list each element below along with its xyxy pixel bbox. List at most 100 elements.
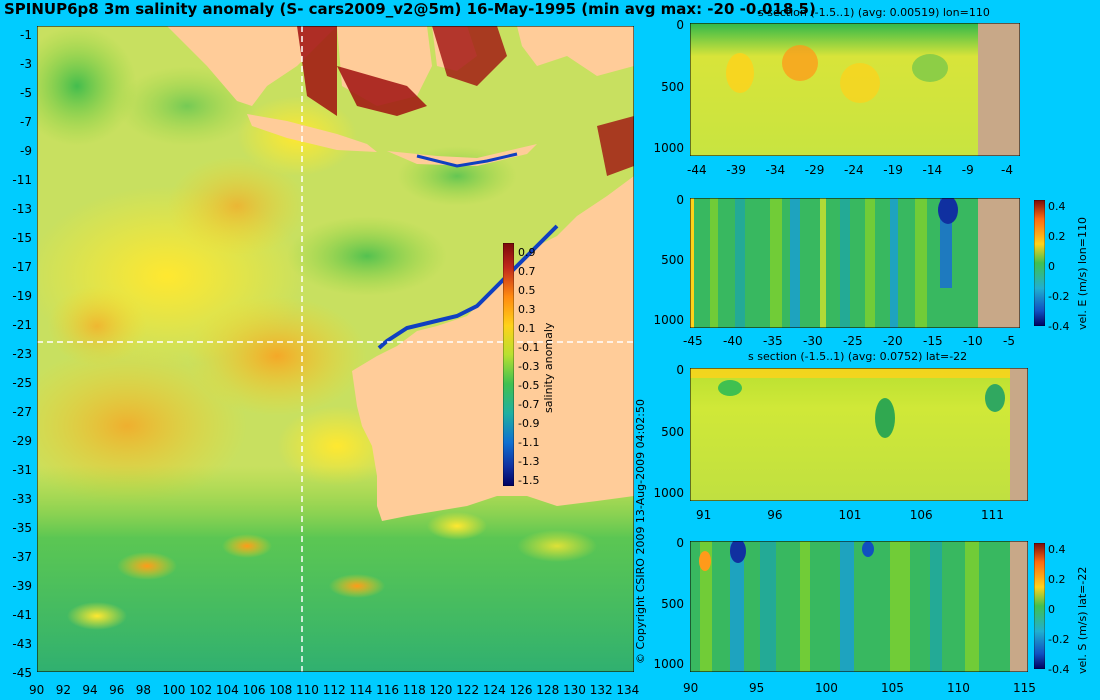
depth-tick-label: 1000 bbox=[653, 486, 684, 501]
lon-tick-label: 106 bbox=[242, 683, 266, 697]
section-x-tick-label: -30 bbox=[803, 334, 823, 348]
section-x-tick-label: 100 bbox=[815, 681, 838, 695]
new-guinea-land bbox=[517, 26, 634, 76]
colorbar-tick-label: 0.4 bbox=[1048, 543, 1066, 556]
section-x-tick-label: 101 bbox=[838, 508, 862, 522]
section-x-tick-label: -9 bbox=[961, 163, 974, 177]
colorbar-tick-label: -0.5 bbox=[518, 379, 540, 392]
java-land bbox=[247, 114, 377, 152]
coastal-anomaly-blue bbox=[377, 224, 559, 350]
section-x-tick-label: -20 bbox=[883, 334, 903, 348]
section-x-tick-label: -45 bbox=[683, 334, 703, 348]
panel2-colorbar bbox=[1034, 200, 1045, 326]
lon-tick-label: 112 bbox=[322, 683, 346, 697]
colorbar-tick-label: 0.5 bbox=[518, 284, 536, 297]
lat-tick-label: -11 bbox=[12, 173, 32, 187]
lon-tick-label: 110 bbox=[296, 683, 319, 697]
lon-tick-label: 100 bbox=[162, 683, 186, 697]
colorbar-tick-label: -0.9 bbox=[518, 417, 540, 430]
colorbar-tick-label: -0.4 bbox=[1048, 320, 1070, 333]
lon-tick-label: 120 bbox=[429, 683, 453, 697]
lon-tick-label: 130 bbox=[563, 683, 586, 697]
lon-tick-label: 98 bbox=[135, 683, 152, 697]
lon-tick-label: 132 bbox=[589, 683, 613, 697]
lon-tick-label: 118 bbox=[402, 683, 426, 697]
section-x-tick-label: 91 bbox=[696, 508, 712, 522]
colorbar-tick-label: 0 bbox=[1048, 260, 1055, 273]
colorbar-tick-label: 0.1 bbox=[518, 322, 536, 335]
lat-tick-label: -1 bbox=[20, 28, 32, 42]
lat-tick-label: -21 bbox=[12, 318, 32, 332]
depth-tick-label: 500 bbox=[661, 253, 684, 268]
lat-tick-label: -31 bbox=[12, 463, 32, 477]
lat-tick-label: -41 bbox=[12, 608, 32, 622]
lon-tick-label: 102 bbox=[189, 683, 213, 697]
section-x-tick-label: -4 bbox=[1001, 163, 1013, 177]
panel2-side-label: vel. E (m/s) lon=110 bbox=[1076, 217, 1089, 330]
section-x-tick-label: 90 bbox=[683, 681, 699, 695]
lesser-sunda-islands bbox=[387, 144, 537, 166]
section-x-tick-label: 96 bbox=[767, 508, 783, 522]
panel3-title: s section (-1.5..1) (avg: 0.0752) lat=-2… bbox=[748, 350, 968, 363]
lat-tick-label: -3 bbox=[20, 57, 32, 71]
lat-tick-label: -15 bbox=[12, 231, 32, 245]
panel4-section[interactable] bbox=[690, 541, 1028, 672]
colorbar-tick-label: -1.5 bbox=[518, 474, 540, 487]
depth-tick-label: 0 bbox=[676, 18, 684, 32]
lat-tick-label: -35 bbox=[12, 521, 32, 535]
colorbar-tick-label: -0.7 bbox=[518, 398, 540, 411]
section-x-tick-label: -39 bbox=[726, 163, 746, 177]
section-x-tick-label: 95 bbox=[749, 681, 765, 695]
depth-tick-label: 0 bbox=[676, 193, 684, 207]
section-x-tick-label: 110 bbox=[947, 681, 970, 695]
lat-tick-label: -9 bbox=[20, 144, 32, 158]
section-x-tick-label: -10 bbox=[963, 334, 983, 348]
colorbar-tick-label: -1.3 bbox=[518, 455, 540, 468]
section-x-tick-label: -5 bbox=[1003, 334, 1015, 348]
colorbar-tick-label: -0.3 bbox=[518, 360, 540, 373]
depth-tick-label: 0 bbox=[676, 363, 684, 377]
lon-tick-label: 94 bbox=[82, 683, 98, 697]
lon-tick-label: 90 bbox=[29, 683, 45, 697]
lat-tick-label: -33 bbox=[12, 492, 32, 506]
coastal-anomaly-red bbox=[297, 26, 634, 176]
lon-tick-label: 92 bbox=[55, 683, 71, 697]
lon-tick-label: 134 bbox=[616, 683, 640, 697]
salinity-map[interactable] bbox=[37, 26, 634, 672]
depth-tick-label: 0 bbox=[676, 536, 684, 550]
section-x-tick-label: -25 bbox=[843, 334, 863, 348]
depth-tick-label: 500 bbox=[661, 79, 684, 94]
panel3-section[interactable] bbox=[690, 368, 1028, 501]
lon-tick-label: 126 bbox=[509, 683, 533, 697]
section-x-tick-label: -29 bbox=[804, 163, 825, 177]
depth-tick-label: 1000 bbox=[653, 657, 684, 672]
colorbar-tick-label: -0.1 bbox=[518, 341, 540, 354]
lat-tick-label: -5 bbox=[20, 86, 32, 100]
figure-title: SPINUP6p8 3m salinity anomaly (S- cars20… bbox=[4, 0, 816, 18]
section-x-tick-label: -44 bbox=[687, 163, 707, 177]
copyright-text: © Copyright CSIRO 2009 13-Aug-2009 04:02… bbox=[634, 398, 647, 664]
colorbar-tick-label: 0.9 bbox=[518, 246, 536, 259]
lon-tick-label: 128 bbox=[536, 683, 560, 697]
panel2-section[interactable] bbox=[690, 198, 1020, 328]
colorbar-tick-label: -0.4 bbox=[1048, 663, 1070, 676]
map-colorbar bbox=[503, 243, 514, 486]
colorbar-tick-label: 0.7 bbox=[518, 265, 536, 278]
colorbar-tick-label: 0.3 bbox=[518, 303, 536, 316]
lat-tick-label: -37 bbox=[12, 550, 32, 564]
panel4-colorbar bbox=[1034, 543, 1045, 669]
colorbar-tick-label: 0.2 bbox=[1048, 573, 1066, 586]
lon-tick-label: 116 bbox=[376, 683, 399, 697]
lat-tick-label: -45 bbox=[12, 666, 32, 680]
lon-tick-label: 108 bbox=[269, 683, 293, 697]
map-colorbar-label: salinity anomaly bbox=[542, 322, 555, 413]
depth-tick-label: 1000 bbox=[653, 313, 684, 328]
panel1-section[interactable] bbox=[690, 23, 1020, 156]
colorbar-tick-label: 0 bbox=[1048, 603, 1055, 616]
lon-tick-label: 124 bbox=[482, 683, 506, 697]
australia-land bbox=[352, 176, 634, 521]
colorbar-tick-label: -0.2 bbox=[1048, 290, 1070, 303]
section-x-tick-label: -24 bbox=[844, 163, 864, 177]
lat-tick-label: -7 bbox=[20, 115, 32, 129]
panel1-title: s section (-1.5..1) (avg: 0.00519) lon=1… bbox=[758, 6, 990, 19]
